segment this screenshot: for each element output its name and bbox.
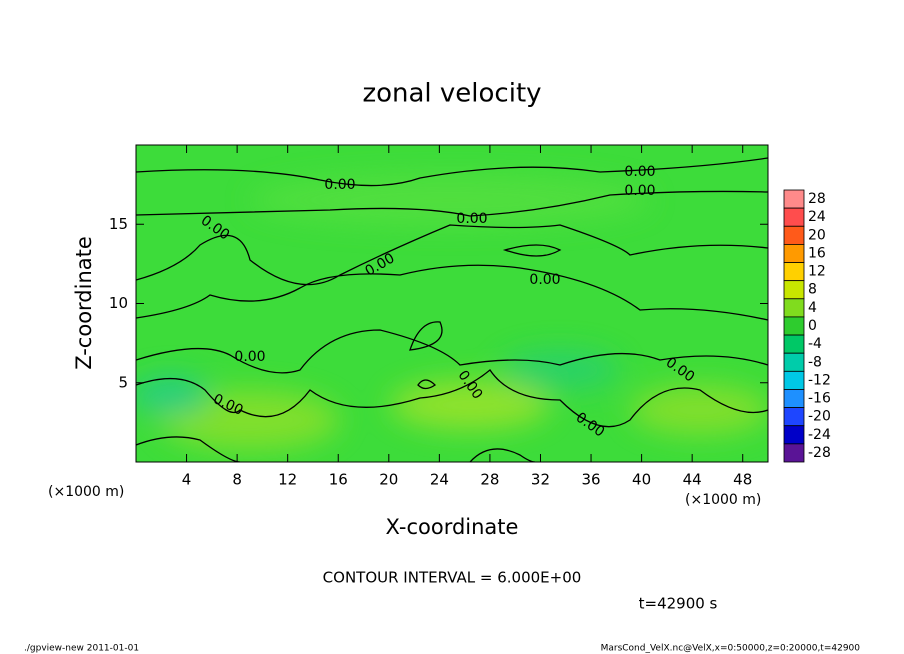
colorbar-label: -20: [808, 409, 831, 425]
footer-left: ./gpview-new 2011-01-01: [24, 644, 139, 654]
colorbar-label: 28: [808, 191, 826, 207]
colorbar-label: 8: [808, 282, 817, 298]
x-unit-label: (×1000 m): [685, 492, 761, 508]
x-tick-label: 4: [182, 471, 192, 489]
chart-title: zonal velocity: [362, 79, 541, 109]
colorbar-label: 24: [808, 209, 826, 225]
contour-interval: CONTOUR INTERVAL = 6.000E+00: [323, 569, 582, 587]
contour-label: 0.00: [624, 183, 655, 199]
contour-label: 0.00: [624, 164, 655, 180]
x-tick-label: 48: [733, 471, 752, 489]
x-unit-label: (×1000 m): [48, 484, 124, 500]
colorbar-box: [783, 425, 805, 445]
x-axis-label: X-coordinate: [386, 515, 519, 539]
y-axis-label: Z-coordinate: [72, 236, 96, 370]
colorbar-box: [783, 316, 805, 336]
colorbar-box: [783, 280, 805, 300]
colorbar-box: [783, 389, 805, 409]
contour-lines: [136, 157, 768, 462]
x-tick-label: 12: [278, 471, 297, 489]
x-tick-label: 40: [632, 471, 651, 489]
colorbar-label: 20: [808, 227, 826, 243]
colorbar-label: 12: [808, 264, 826, 280]
x-tick-label: 36: [581, 471, 600, 489]
x-tick-label: 16: [329, 471, 348, 489]
colorbar-label: 0: [808, 318, 817, 334]
x-tick-label: 44: [683, 471, 702, 489]
colorbar-label: -16: [808, 391, 831, 407]
y-tick-label: 5: [118, 373, 128, 391]
footer-right: MarsCond_VelX.nc@VelX,x=0:50000,z=0:2000…: [601, 644, 861, 654]
colorbar-box: [783, 352, 805, 372]
colorbar-box: [783, 407, 805, 427]
colorbar-label: -4: [808, 336, 822, 352]
colorbar-box: [783, 334, 805, 354]
colorbar-label: -8: [808, 354, 822, 370]
x-tick-label: 8: [232, 471, 242, 489]
time-label: t=42900 s: [639, 595, 718, 613]
contour-label: 0.00: [234, 349, 265, 365]
colorbar-box: [783, 189, 805, 209]
contour-label: 0.00: [456, 211, 487, 227]
colorbar-box: [783, 443, 805, 463]
y-tick-label: 10: [109, 294, 128, 312]
contour-label: 0.00: [529, 272, 560, 288]
colorbar-label: 16: [808, 245, 826, 261]
colorbar-box: [783, 370, 805, 390]
x-tick-label: 24: [430, 471, 449, 489]
y-tick-label: 15: [109, 215, 128, 233]
field: [136, 145, 768, 462]
contour-label: 0.00: [324, 177, 355, 193]
colorbar-label: -12: [808, 372, 831, 388]
x-tick-label: 28: [480, 471, 499, 489]
colorbar-box: [783, 243, 805, 263]
x-tick-label: 20: [379, 471, 398, 489]
colorbar-box: [783, 262, 805, 282]
colorbar-label: 4: [808, 300, 817, 316]
colorbar-box: [783, 225, 805, 245]
colorbar-label: -28: [808, 445, 831, 461]
x-tick-label: 32: [531, 471, 550, 489]
colorbar-label: -24: [808, 427, 831, 443]
colorbar-box: [783, 207, 805, 227]
colorbar-box: [783, 298, 805, 318]
